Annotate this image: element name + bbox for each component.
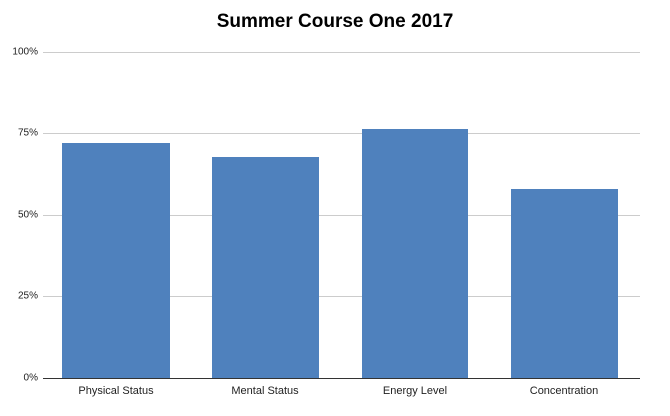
- gridline-25: [43, 296, 640, 297]
- x-tick-label: Concentration: [529, 385, 599, 397]
- y-tick-label: 50%: [17, 209, 38, 221]
- y-tick-label: 0%: [23, 372, 38, 384]
- y-tick-label: 75%: [17, 127, 38, 139]
- x-tick-label: Mental Status: [231, 385, 299, 397]
- bar-concentration: [511, 188, 618, 378]
- bar-physical-status: [62, 143, 170, 378]
- gridline-75: [43, 133, 640, 134]
- gridline-100: [43, 52, 640, 53]
- chart-title: Summer Course One 2017: [216, 11, 454, 32]
- x-axis-line: [43, 378, 640, 379]
- gridline-50: [43, 215, 640, 216]
- bar-energy-level: [362, 128, 468, 378]
- y-tick-label: 100%: [12, 46, 38, 58]
- bar-mental-status: [212, 156, 319, 378]
- x-tick-label: Energy Level: [382, 385, 448, 397]
- x-tick-label: Physical Status: [78, 385, 154, 397]
- plot-area: 100% 75% 50% 25% 0% Physical Status Ment…: [12, 47, 640, 397]
- y-tick-label: 25%: [17, 290, 38, 302]
